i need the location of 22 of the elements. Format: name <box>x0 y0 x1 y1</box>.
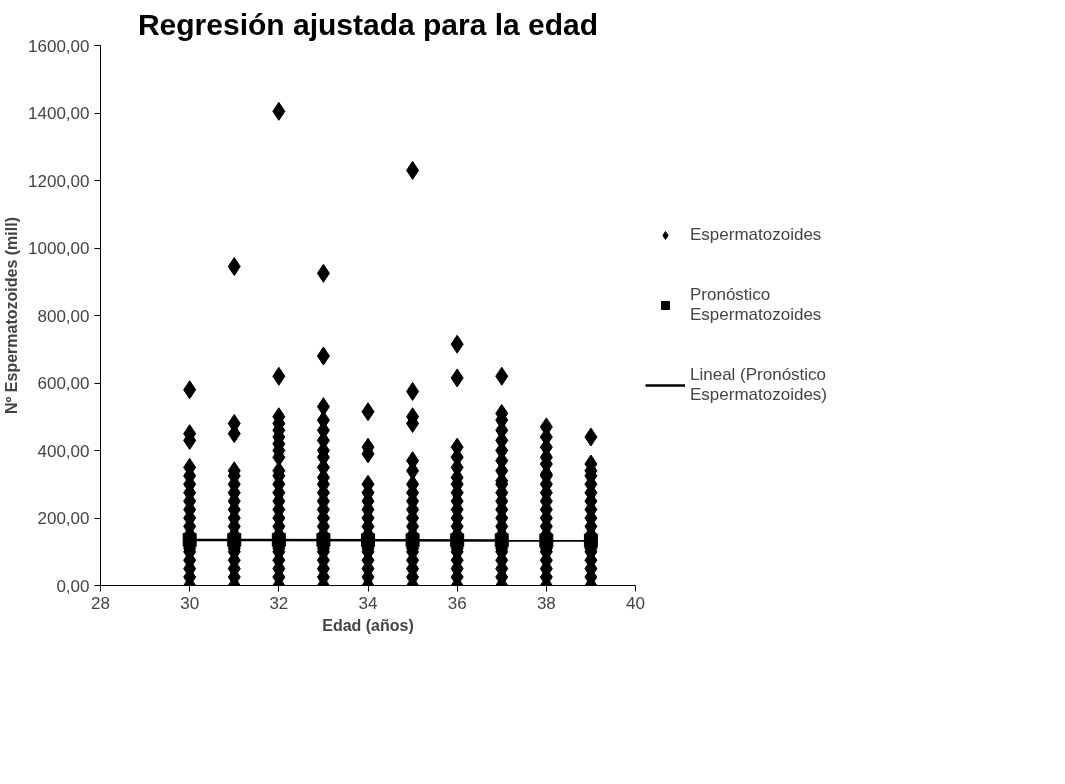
x-axis-title: Edad (años) <box>322 616 414 634</box>
y-axis-title: Nº Espermatozoides (mill) <box>3 217 21 414</box>
y-tick-label: 0,00 <box>56 576 90 596</box>
x-tick-label: 40 <box>626 593 645 613</box>
y-tick-label: 800,00 <box>37 306 90 326</box>
y-tick-label: 1000,00 <box>28 239 90 258</box>
chart-title: Regresión ajustada para la edad <box>137 7 599 41</box>
legend-label: Espermatozoides <box>690 225 822 245</box>
y-tick-label: 1400,00 <box>28 104 90 123</box>
y-tick-label: 1600,00 <box>28 36 90 56</box>
y-tick-label: 600,00 <box>37 374 90 393</box>
y-tick-label: 200,00 <box>37 509 90 528</box>
x-tick-label: 28 <box>91 593 110 613</box>
legend-label: Pronóstico Espermatozoides <box>690 285 822 325</box>
y-tick-label: 400,00 <box>37 441 90 461</box>
x-tick-label: 32 <box>269 593 289 613</box>
legend-label: Lineal (Pronóstico Espermatozoides) <box>690 365 828 405</box>
x-tick-label: 30 <box>180 593 200 613</box>
x-tick-label: 34 <box>358 593 378 613</box>
x-tick-label: 36 <box>447 593 467 613</box>
x-tick-label: 38 <box>536 593 556 613</box>
y-tick-label: 1200,00 <box>28 171 90 191</box>
